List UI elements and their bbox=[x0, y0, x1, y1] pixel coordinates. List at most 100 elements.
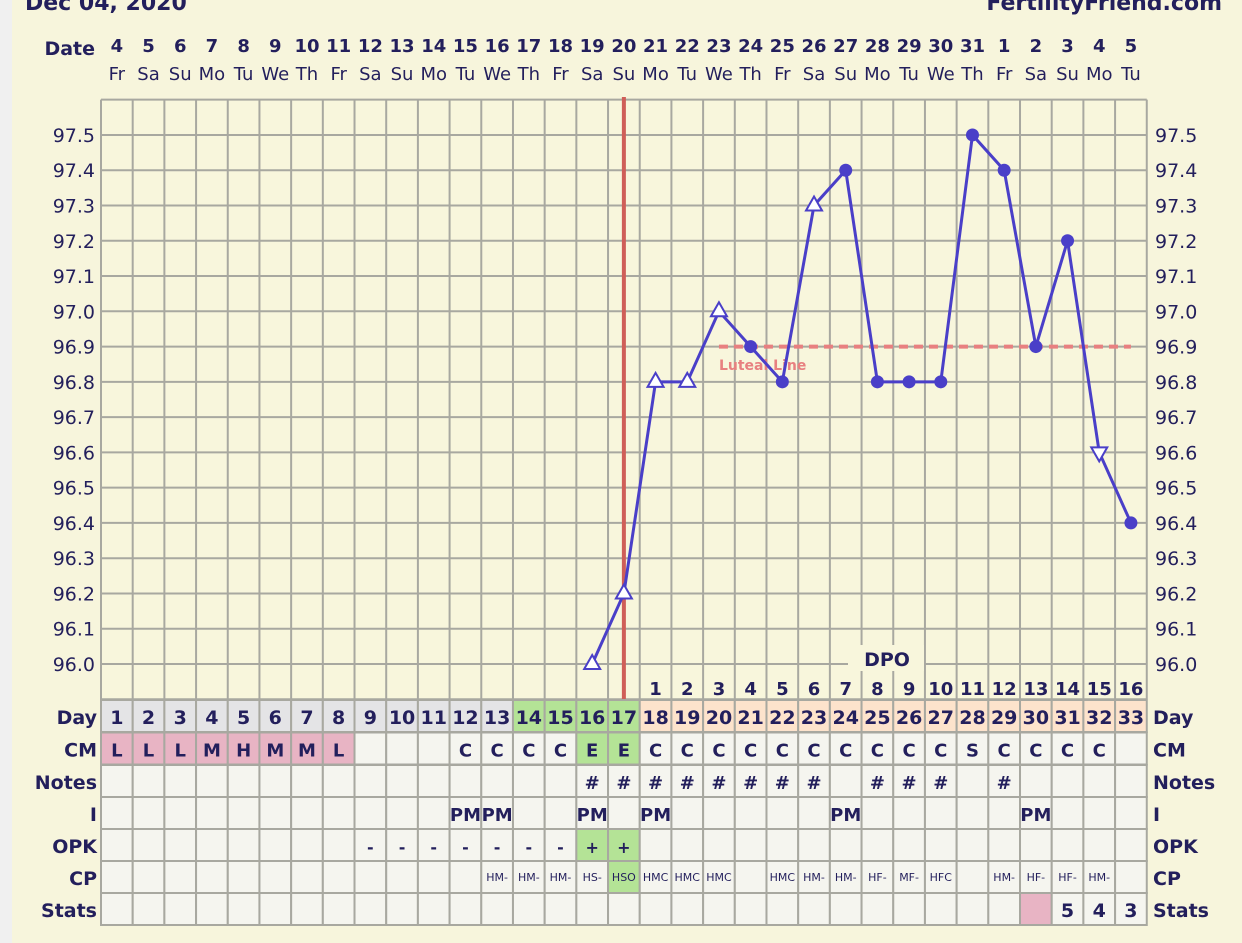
notes-cell[interactable] bbox=[543, 764, 578, 798]
cp-cell[interactable] bbox=[100, 860, 134, 894]
temp-point-dot[interactable] bbox=[839, 163, 853, 177]
opk-cell[interactable] bbox=[1019, 828, 1053, 862]
stats-cell[interactable] bbox=[385, 892, 419, 926]
cp-cell[interactable] bbox=[480, 860, 514, 894]
opk-cell[interactable] bbox=[987, 828, 1022, 862]
notes-cell[interactable] bbox=[1114, 764, 1148, 798]
i-cell[interactable] bbox=[828, 796, 863, 830]
notes-cell[interactable] bbox=[480, 764, 514, 798]
i-cell[interactable] bbox=[321, 796, 356, 830]
i-cell[interactable] bbox=[163, 796, 198, 830]
opk-cell[interactable] bbox=[797, 828, 831, 862]
notes-cell[interactable] bbox=[1050, 764, 1085, 798]
cp-cell[interactable] bbox=[1114, 860, 1148, 894]
stats-cell[interactable] bbox=[860, 892, 895, 926]
stats-cell[interactable] bbox=[733, 892, 768, 926]
temp-point-dot[interactable] bbox=[902, 375, 916, 389]
cm-cell[interactable] bbox=[258, 731, 293, 766]
i-cell[interactable] bbox=[385, 796, 419, 830]
notes-cell[interactable] bbox=[797, 764, 831, 798]
stats-cell[interactable] bbox=[448, 892, 483, 926]
notes-cell[interactable] bbox=[733, 764, 768, 798]
opk-cell[interactable] bbox=[100, 828, 134, 862]
cp-cell[interactable] bbox=[955, 860, 990, 894]
notes-cell[interactable] bbox=[1019, 764, 1053, 798]
stats-cell[interactable] bbox=[987, 892, 1022, 926]
cm-cell[interactable] bbox=[733, 731, 768, 766]
cm-cell[interactable] bbox=[1114, 731, 1148, 766]
i-cell[interactable] bbox=[797, 796, 831, 830]
notes-cell[interactable] bbox=[100, 764, 134, 798]
cp-cell[interactable] bbox=[163, 860, 198, 894]
stats-cell[interactable] bbox=[670, 892, 705, 926]
stats-cell[interactable] bbox=[543, 892, 578, 926]
stats-cell[interactable] bbox=[100, 892, 134, 926]
notes-cell[interactable] bbox=[226, 764, 261, 798]
stats-cell[interactable] bbox=[353, 892, 388, 926]
temp-point-triangle[interactable] bbox=[614, 582, 634, 600]
cm-cell[interactable] bbox=[511, 731, 546, 766]
i-cell[interactable] bbox=[258, 796, 293, 830]
temp-point-triangle[interactable] bbox=[582, 652, 602, 670]
temp-point-dot[interactable] bbox=[744, 340, 758, 354]
opk-cell[interactable] bbox=[448, 828, 483, 862]
cm-cell[interactable] bbox=[765, 731, 800, 766]
stats-cell[interactable] bbox=[321, 892, 356, 926]
notes-cell[interactable] bbox=[195, 764, 229, 798]
cm-cell[interactable] bbox=[923, 731, 958, 766]
cm-cell[interactable] bbox=[1082, 731, 1117, 766]
temp-point-dot[interactable] bbox=[1029, 340, 1043, 354]
stats-cell[interactable] bbox=[511, 892, 546, 926]
stats-cell[interactable] bbox=[258, 892, 293, 926]
opk-cell[interactable] bbox=[226, 828, 261, 862]
notes-cell[interactable] bbox=[353, 764, 388, 798]
opk-cell[interactable] bbox=[860, 828, 895, 862]
temp-point-triangle[interactable] bbox=[645, 370, 666, 388]
notes-cell[interactable] bbox=[163, 764, 198, 798]
opk-cell[interactable] bbox=[321, 828, 356, 862]
i-cell[interactable] bbox=[702, 796, 736, 830]
notes-cell[interactable] bbox=[416, 764, 451, 798]
cm-cell[interactable] bbox=[670, 731, 705, 766]
opk-cell[interactable] bbox=[1050, 828, 1085, 862]
cp-cell[interactable] bbox=[385, 860, 419, 894]
stats-cell[interactable] bbox=[828, 892, 863, 926]
notes-cell[interactable] bbox=[131, 764, 166, 798]
opk-cell[interactable] bbox=[1082, 828, 1117, 862]
i-cell[interactable] bbox=[290, 796, 324, 830]
stats-cell[interactable] bbox=[765, 892, 800, 926]
day-cell[interactable] bbox=[987, 699, 1022, 733]
stats-cell[interactable] bbox=[1082, 892, 1117, 926]
opk-cell[interactable] bbox=[385, 828, 419, 862]
cp-cell[interactable] bbox=[290, 860, 324, 894]
i-cell[interactable] bbox=[353, 796, 388, 830]
i-cell[interactable] bbox=[860, 796, 895, 830]
temp-point-dot[interactable] bbox=[870, 375, 884, 389]
notes-cell[interactable] bbox=[511, 764, 546, 798]
temp-point-triangle[interactable] bbox=[804, 194, 824, 212]
temp-point-dot[interactable] bbox=[934, 375, 948, 389]
temp-point-dot[interactable] bbox=[775, 375, 789, 389]
cm-cell[interactable] bbox=[385, 731, 419, 766]
i-cell[interactable] bbox=[1050, 796, 1085, 830]
notes-cell[interactable] bbox=[702, 764, 736, 798]
stats-cell[interactable] bbox=[923, 892, 958, 926]
cp-cell[interactable] bbox=[321, 860, 356, 894]
stats-cell[interactable] bbox=[892, 892, 926, 926]
cp-cell[interactable] bbox=[448, 860, 483, 894]
day-cell[interactable] bbox=[543, 699, 578, 733]
temp-point-dot[interactable] bbox=[1124, 516, 1138, 530]
notes-cell[interactable] bbox=[258, 764, 293, 798]
opk-cell[interactable] bbox=[290, 828, 324, 862]
stats-cell[interactable] bbox=[575, 892, 610, 926]
stats-cell[interactable] bbox=[797, 892, 831, 926]
stats-cell[interactable] bbox=[638, 892, 673, 926]
opk-cell[interactable] bbox=[892, 828, 926, 862]
notes-cell[interactable] bbox=[828, 764, 863, 798]
opk-cell[interactable] bbox=[765, 828, 800, 862]
notes-cell[interactable] bbox=[321, 764, 356, 798]
cp-cell[interactable] bbox=[226, 860, 261, 894]
cm-cell[interactable] bbox=[226, 731, 261, 766]
opk-cell[interactable] bbox=[543, 828, 578, 862]
stats-cell[interactable] bbox=[480, 892, 514, 926]
